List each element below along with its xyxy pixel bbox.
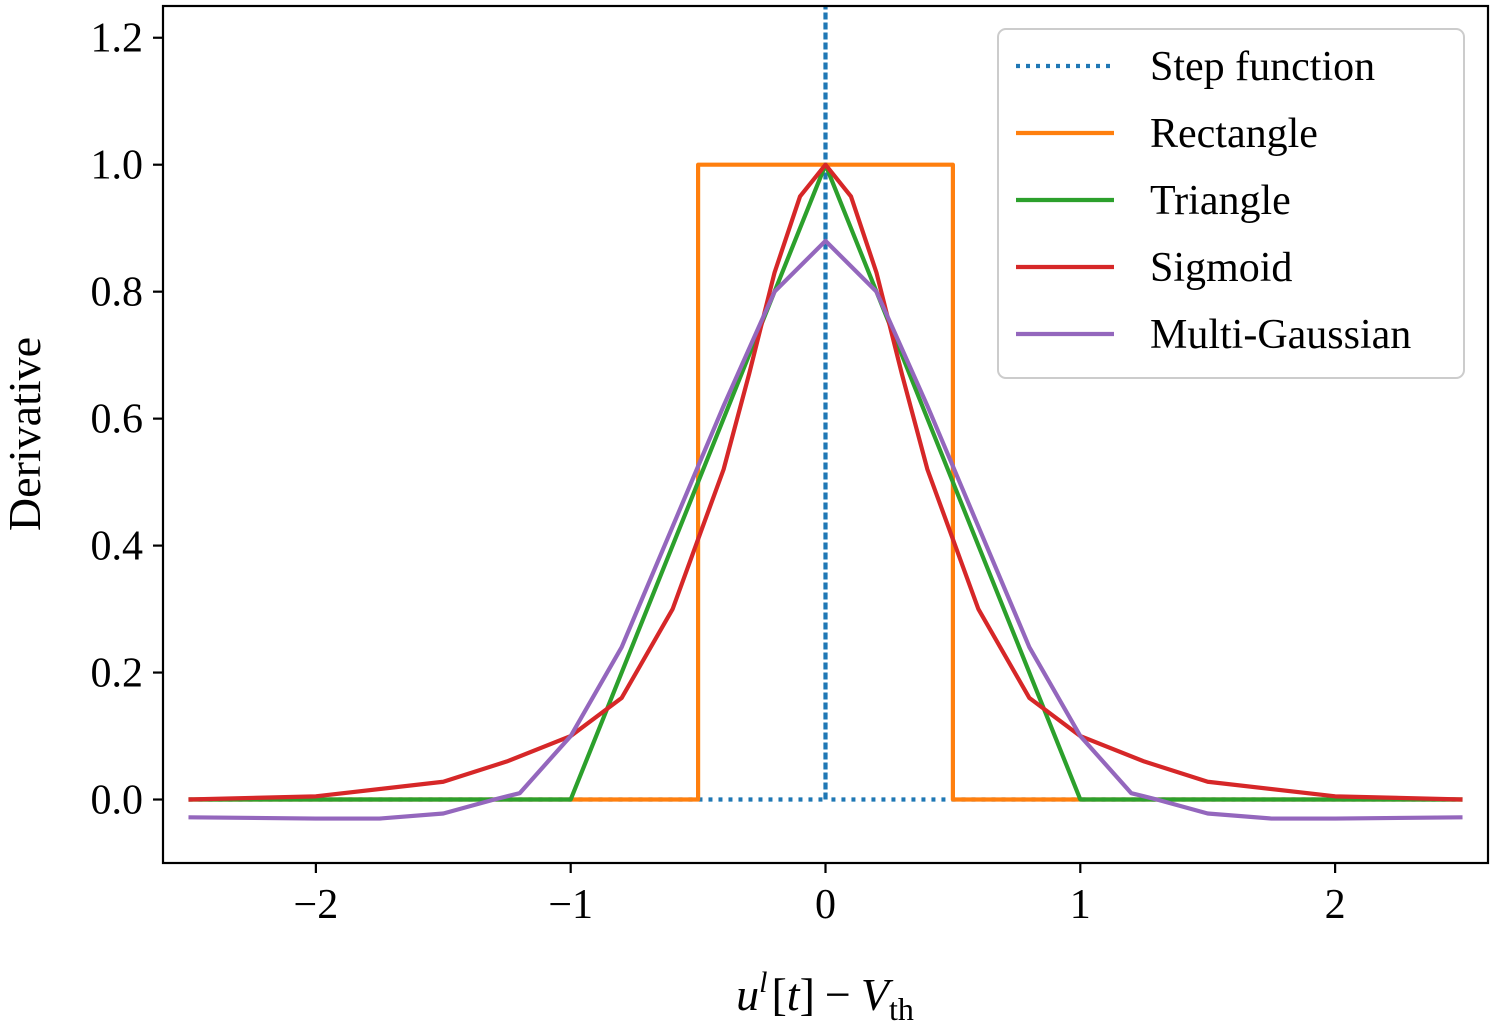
- legend-label: Triangle: [1150, 178, 1291, 224]
- y-tick-label: 0.4: [91, 524, 144, 570]
- y-tick-label: 0.0: [91, 778, 144, 824]
- y-axis-title: Derivative: [0, 337, 50, 531]
- legend-label: Rectangle: [1150, 111, 1318, 157]
- legend: Step function Rectangle Triangle Sigmoid Mul…: [997, 28, 1465, 379]
- x-tick-label: −2: [294, 882, 339, 928]
- y-axis: 0.0 0.2 0.4 0.6 0.8 1.0 1.2: [91, 16, 163, 824]
- y-tick-label: 0.6: [91, 397, 144, 443]
- legend-label: Sigmoid: [1150, 245, 1292, 291]
- x-tick-label: 0: [815, 882, 836, 928]
- x-tick-label: 2: [1325, 882, 1346, 928]
- svg-text:ul[t]−Vth: ul[t] − Vth: [736, 966, 914, 1026]
- x-axis: −2 −1 0 1 2: [294, 863, 1346, 928]
- series-line-multi-gaussian: [188, 238, 1463, 821]
- legend-label: Multi-Gaussian: [1150, 312, 1411, 358]
- x-tick-label: 1: [1070, 882, 1091, 928]
- y-tick-label: 1.2: [91, 16, 144, 62]
- x-axis-title: ul[t] − Vth: [736, 966, 914, 1026]
- series-line-sigmoid: [188, 162, 1463, 802]
- y-tick-label: 1.0: [91, 143, 144, 189]
- legend-box: [997, 28, 1465, 379]
- y-tick-label: 0.2: [91, 651, 144, 697]
- y-tick-label: 0.8: [91, 270, 144, 316]
- x-tick-label: −1: [548, 882, 593, 928]
- plot-lines: [188, 6, 1463, 821]
- legend-label: Step function: [1150, 44, 1375, 90]
